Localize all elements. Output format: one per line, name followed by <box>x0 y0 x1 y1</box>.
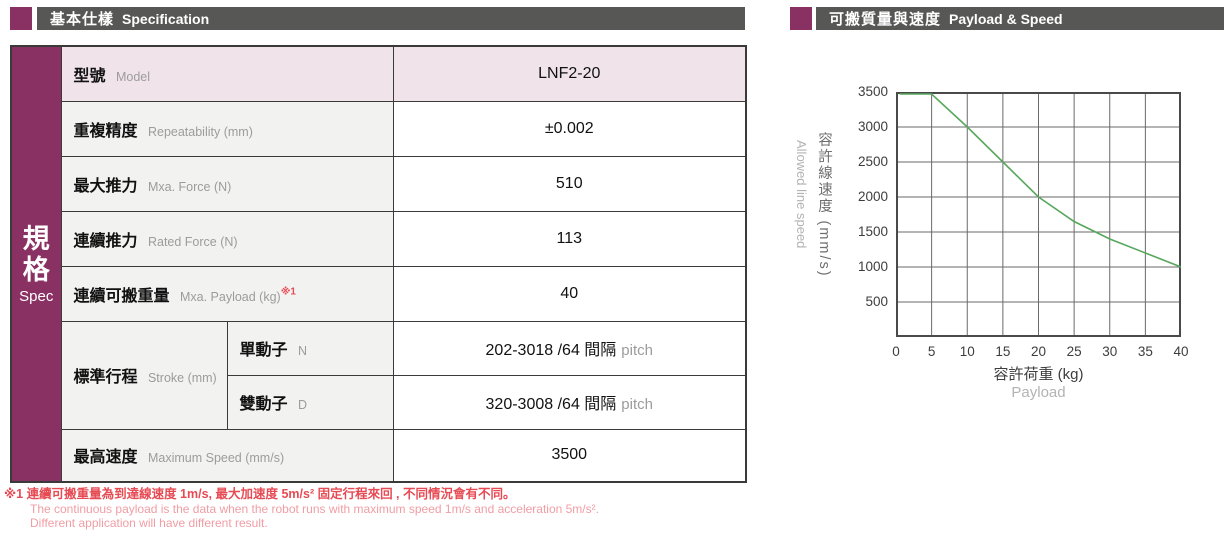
value-cell-max-payload: 40 <box>392 265 747 322</box>
accent-square-right <box>790 7 812 30</box>
label-en: Model <box>115 69 151 84</box>
x-axis-label-en: Payload <box>1011 384 1066 401</box>
y-tick-label: 500 <box>865 294 888 309</box>
x-axis-label-cjk: 容許荷重 (kg) <box>993 366 1084 383</box>
value-cell-stroke-double: 320-3008 /64 間隔 pitch <box>392 374 747 430</box>
stroke-range: 320-3008 /64 間隔 <box>485 396 617 413</box>
value-cell-model: LNF2-20 <box>392 45 747 102</box>
label-cell-repeatability: 重複精度 Repeatability (mm) <box>60 100 394 157</box>
specification-table: 規 格 Spec 型號 Model LNF2-20 重複精度 Repeatabi… <box>10 45 748 483</box>
sublabel-en: D <box>297 398 307 412</box>
value-cell-repeatability: ±0.002 <box>392 100 747 157</box>
x-tick-label: 25 <box>1066 344 1082 359</box>
y-tick-label: 2500 <box>857 154 888 169</box>
sublabel-cell-double-slider: 雙動子 D <box>226 374 394 430</box>
payload-speed-chart: Allowed line speed 容許線速度 (mm/s) 500 1000 1… <box>790 60 1210 420</box>
label-en: Mxa. Force (N) <box>147 179 232 194</box>
plot-border <box>896 92 1181 337</box>
chart-plot-area <box>896 92 1181 337</box>
stroke-suffix: pitch <box>621 396 653 413</box>
stroke-suffix: pitch <box>621 342 653 359</box>
footnote-line-cjk: ※1 連續可搬重量為到達線速度 1m/s, 最大加速度 5m/s² 固定行程來回… <box>4 487 516 501</box>
y-tick-label: 1000 <box>857 259 888 274</box>
y-axis-tick-labels: 500 1000 1500 2000 2500 3000 3500 <box>830 84 890 337</box>
table-row-model: 規 格 Spec 型號 Model LNF2-20 <box>10 45 747 483</box>
x-tick-label: 5 <box>927 344 936 359</box>
label-cjk: 重複精度 <box>73 122 138 140</box>
chart-section-title-en: Payload & Speed <box>949 10 1063 27</box>
x-tick-label: 0 <box>892 344 900 359</box>
x-tick-label: 40 <box>1173 344 1189 359</box>
label-cjk: 標準行程 <box>73 369 138 386</box>
footnote-line-en-2: Different application will have differen… <box>30 516 268 530</box>
sidebar-label-en: Spec <box>19 287 54 305</box>
value-cell-max-speed: 3500 <box>392 428 747 483</box>
chart-section-title-cjk: 可搬質量與速度 <box>829 11 942 28</box>
section-title-en: Specification <box>122 10 210 27</box>
label-cell-max-speed: 最高速度 Maximum Speed (mm/s) <box>60 428 394 483</box>
label-en: Stroke (mm) <box>147 371 217 385</box>
y-tick-label: 2000 <box>857 189 888 204</box>
label-cjk: 型號 <box>73 67 106 85</box>
x-tick-label: 20 <box>1030 344 1047 359</box>
table-row-repeatability: 重複精度 Repeatability (mm) ±0.002 <box>11 100 747 157</box>
label-en: Rated Force (N) <box>147 234 238 249</box>
label-cjk: 連續推力 <box>73 232 138 250</box>
label-cell-model: 型號 Model <box>60 45 394 102</box>
specification-section-header: 基本仕樣 Specification <box>37 7 745 30</box>
y-axis-label-en: Allowed line speed <box>794 140 809 249</box>
stroke-range: 202-3018 /64 間隔 <box>485 342 617 359</box>
payload-speed-section-header: 可搬質量與速度 Payload & Speed <box>816 7 1224 30</box>
label-cjk: 連續可搬重量 <box>73 287 170 305</box>
label-cell-rated-force: 連續推力 Rated Force (N) <box>60 210 394 267</box>
y-axis-label-cjk: 容許線速度 (mm/s) <box>816 132 832 278</box>
x-tick-label: 15 <box>995 344 1011 359</box>
y-tick-label: 3500 <box>857 84 888 99</box>
series-line-allowed-line-speed <box>899 93 1181 268</box>
label-cell-max-payload: 連續可搬重量 Mxa. Payload (kg)※1 <box>60 265 394 322</box>
label-cjk: 最大推力 <box>73 177 138 195</box>
table-row-max-force: 最大推力 Mxa. Force (N) 510 <box>11 155 747 212</box>
sublabel-cjk: 雙動子 <box>239 396 288 413</box>
label-cell-stroke: 標準行程 Stroke (mm) <box>60 320 228 430</box>
table-row-rated-force: 連續推力 Rated Force (N) 113 <box>11 210 747 267</box>
table-row-max-payload: 連續可搬重量 Mxa. Payload (kg)※1 40 <box>11 265 747 322</box>
sublabel-cell-single-slider: 單動子 N <box>226 320 394 376</box>
y-tick-label: 3000 <box>857 119 888 134</box>
section-title-cjk: 基本仕樣 <box>50 11 115 28</box>
y-tick-label: 1500 <box>857 224 888 239</box>
spec-sidebar: 規 格 Spec <box>10 45 62 483</box>
x-axis-tick-labels: 0 5 10 15 20 25 30 35 40 <box>892 344 1188 360</box>
label-cell-max-force: 最大推力 Mxa. Force (N) <box>60 155 394 212</box>
sublabel-cjk: 單動子 <box>239 342 288 359</box>
x-tick-label: 30 <box>1102 344 1118 359</box>
sidebar-char-2: 格 <box>22 254 50 285</box>
label-en: Repeatability (mm) <box>147 124 253 139</box>
value-cell-stroke-single: 202-3018 /64 間隔 pitch <box>392 320 747 376</box>
label-cjk: 最高速度 <box>73 449 138 467</box>
value-cell-rated-force: 113 <box>392 210 747 267</box>
label-en: Mxa. Payload (kg) <box>179 289 281 304</box>
x-tick-label: 35 <box>1137 344 1153 359</box>
sidebar-char-1: 規 <box>22 223 50 254</box>
x-tick-label: 10 <box>959 344 975 359</box>
table-row-stroke-single: 標準行程 Stroke (mm) 單動子 N 202-3018 /64 間隔 pi… <box>11 320 747 430</box>
footnote: ※1 連續可搬重量為到達線速度 1m/s, 最大加速度 5m/s² 固定行程來回… <box>4 487 599 530</box>
label-en: Maximum Speed (mm/s) <box>147 451 285 466</box>
footnote-marker: ※1 <box>280 286 296 298</box>
value-cell-max-force: 510 <box>392 155 747 212</box>
table-row-max-speed: 最高速度 Maximum Speed (mm/s) 3500 <box>11 428 747 483</box>
footnote-line-en-1: The continuous payload is the data when … <box>30 502 599 516</box>
sublabel-en: N <box>297 344 307 358</box>
accent-square-left <box>10 7 32 30</box>
table-row-stroke-double: 雙動子 D 320-3008 /64 間隔 pitch <box>11 374 747 430</box>
